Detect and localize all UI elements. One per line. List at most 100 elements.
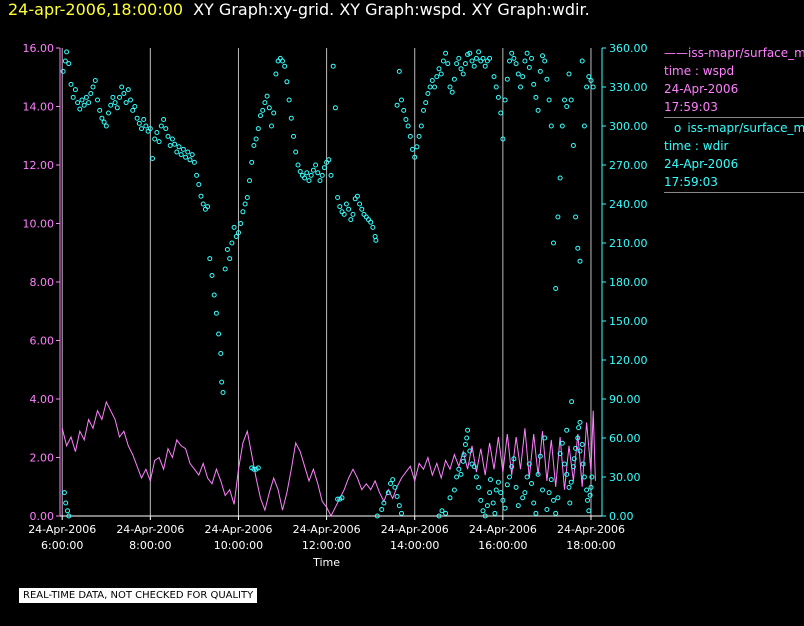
wdir-point	[335, 496, 341, 502]
wdir-point	[207, 256, 213, 262]
wdir-point	[304, 170, 310, 176]
wdir-point	[573, 445, 579, 451]
wdir-point	[66, 513, 72, 519]
wdir-point	[439, 508, 445, 514]
wdir-point	[359, 206, 365, 212]
wdir-point	[269, 123, 274, 129]
y-left-tick-label: 4.00	[30, 393, 55, 406]
x-tick-label-time: 8:00:00	[129, 539, 171, 552]
wdir-point	[77, 106, 83, 112]
wdir-point	[366, 217, 371, 223]
chart-graph-list: XY Graph:xy-grid. XY Graph:wspd. XY Grap…	[193, 0, 590, 19]
x-axis-label: Time	[312, 556, 340, 569]
wdir-point	[480, 508, 486, 514]
wdir-point	[110, 94, 116, 100]
wdir-point	[354, 193, 360, 199]
wdir-point	[381, 500, 387, 506]
wdir-point	[299, 172, 305, 178]
wdir-point	[551, 497, 556, 503]
wdir-point	[112, 100, 118, 106]
wdir-point	[571, 456, 577, 462]
wdir-point	[388, 481, 393, 486]
wdir-point	[564, 104, 570, 109]
wdir-point	[271, 110, 277, 116]
wdir-point	[488, 477, 493, 483]
wdir-point	[588, 78, 594, 83]
y-left-tick-label: 0.00	[30, 510, 55, 523]
wdir-point	[339, 209, 345, 215]
wdir-point	[458, 471, 464, 477]
wdir-point	[440, 58, 446, 64]
wdir-point	[542, 58, 548, 64]
wdir-point	[566, 71, 572, 77]
wdir-point	[537, 68, 543, 74]
wdir-point	[471, 63, 477, 69]
wdir-point	[577, 258, 583, 264]
wdir-point	[513, 61, 519, 67]
wdir-point	[482, 63, 488, 69]
wdir-point	[145, 128, 151, 134]
wdir-point	[590, 84, 596, 90]
wdir-point	[275, 58, 281, 64]
wdir-point	[143, 123, 149, 129]
wdir-point	[577, 419, 583, 425]
wdir-point	[103, 123, 109, 129]
wdir-point	[128, 97, 133, 103]
wdir-point	[374, 513, 380, 519]
wdir-point	[447, 84, 453, 90]
y-right-tick-label: 60.00	[609, 432, 641, 445]
wdir-point	[584, 487, 590, 493]
wdir-point	[163, 126, 169, 132]
wdir-point	[407, 133, 413, 139]
wdir-point	[507, 474, 512, 480]
wdir-point	[158, 123, 164, 129]
legend-wspd-date: 24-Apr-2006	[664, 82, 739, 96]
wdir-point	[379, 507, 385, 512]
y-right-tick-label: 90.00	[609, 393, 641, 406]
wdir-point	[464, 435, 470, 441]
x-tick-label-time: 16:00:00	[478, 539, 527, 552]
legend-circle-marker: o	[674, 121, 682, 135]
wdir-point	[255, 465, 261, 471]
wdir-point	[255, 126, 261, 132]
tick-labels: 0.00 2.00 4.00 6.00 8.00 10.00 12.00 14.00 16.00…	[23, 42, 648, 569]
wdir-point	[557, 451, 563, 457]
wdir-point	[454, 61, 460, 67]
wdir-point	[575, 245, 581, 251]
legend-wdir-name: iss-mapr/surface_m	[687, 121, 804, 135]
wdir-point	[423, 100, 429, 106]
wdir-point	[167, 143, 173, 148]
wdir-point	[511, 55, 517, 61]
wdir-point	[515, 71, 521, 77]
wdir-point	[219, 379, 225, 385]
wdir-point	[491, 74, 497, 80]
wdir-point	[174, 149, 180, 155]
x-tick-label-time: 6:00:00	[41, 539, 83, 552]
wdir-point	[154, 130, 160, 135]
wdir-point	[564, 427, 570, 433]
wdir-point	[495, 479, 501, 485]
wdir-point	[492, 510, 498, 516]
x-tick-label-time: 18:00:00	[566, 539, 615, 552]
wdir-point	[458, 66, 464, 72]
wdir-point	[535, 107, 541, 113]
y-right-tick-label: 150.00	[609, 315, 648, 328]
wdir-point	[183, 154, 189, 160]
wdir-point	[313, 162, 319, 168]
wdir-point	[180, 146, 186, 152]
legend-entry-wdir[interactable]: o iss-mapr/surface_m	[664, 119, 804, 137]
wdir-point	[236, 230, 241, 236]
wdir-point	[66, 61, 72, 67]
wdir-point	[394, 494, 400, 499]
wdir-point	[119, 84, 125, 90]
wdir-point	[83, 94, 89, 100]
wdir-point	[396, 503, 402, 509]
wdir-point	[326, 157, 332, 163]
wdir-point	[559, 123, 565, 129]
wdir-point	[390, 477, 396, 483]
wdir-point	[509, 50, 515, 56]
legend-entry-wspd[interactable]: ——iss-mapr/surface_m	[664, 44, 804, 62]
wdir-point	[575, 435, 581, 441]
wdir-point	[315, 170, 321, 176]
